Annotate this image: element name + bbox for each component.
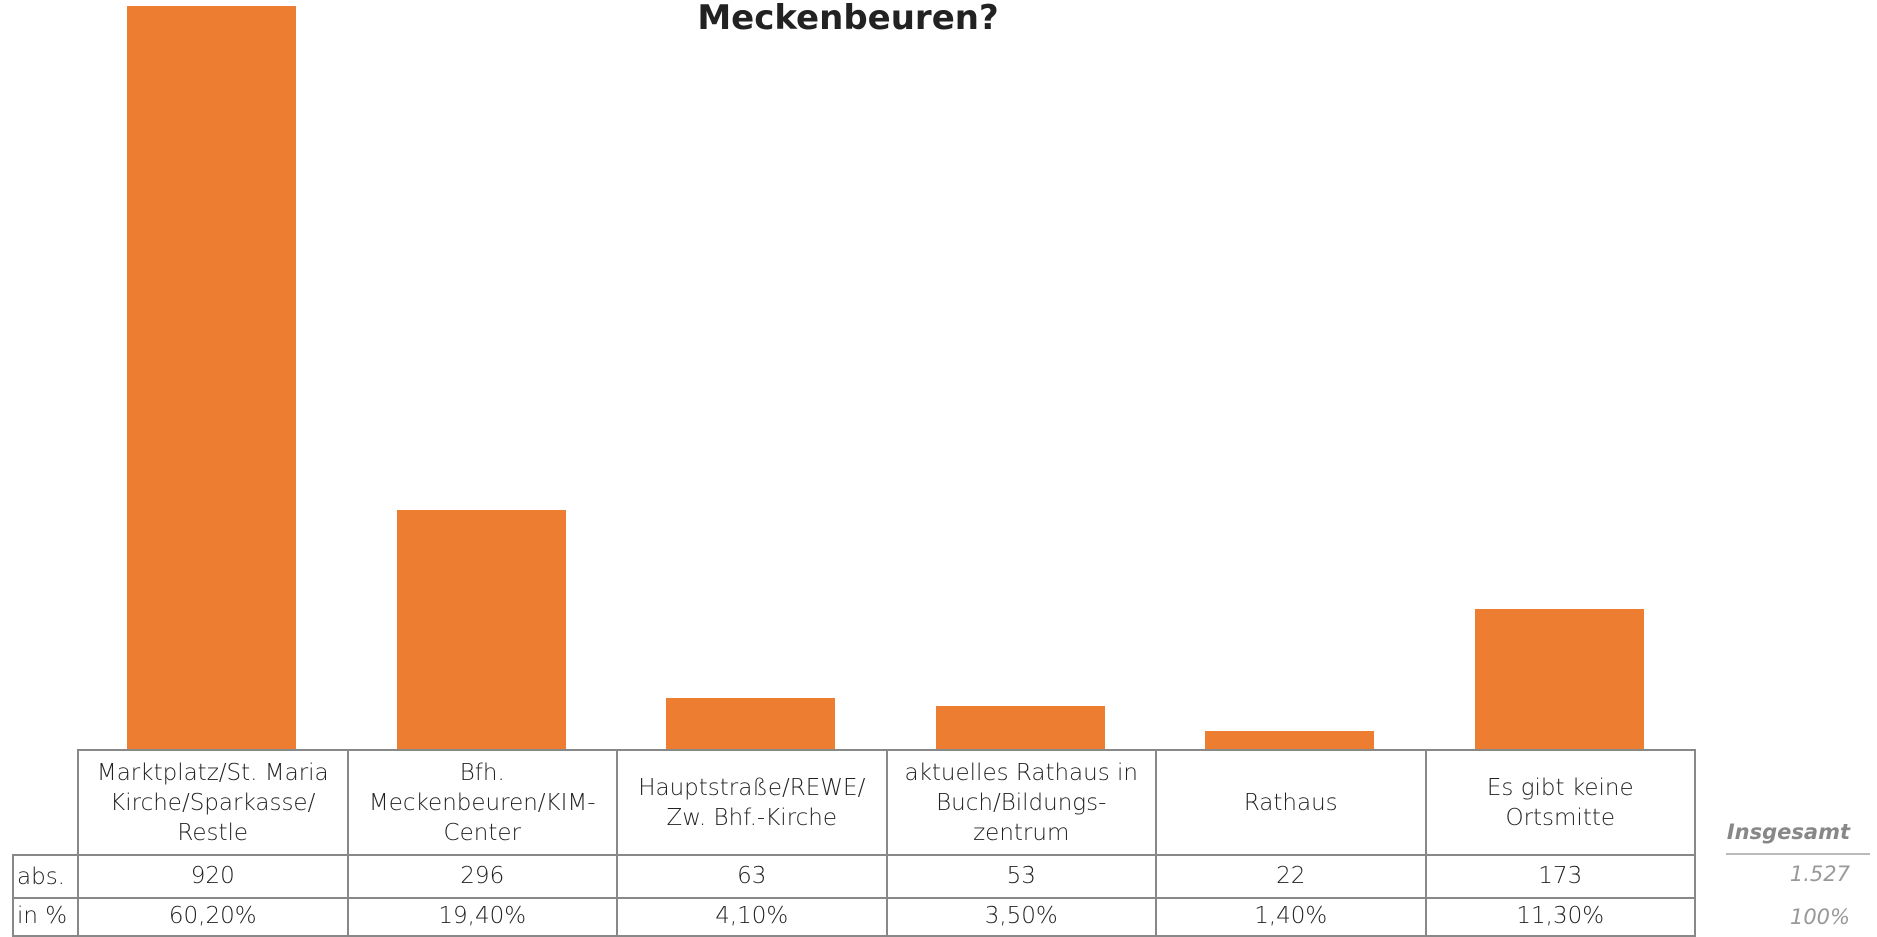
total-value: 1.527: [1789, 862, 1850, 886]
table-value: 60,20%: [77, 897, 349, 937]
total-rule: [1726, 853, 1870, 855]
row-label: abs.: [12, 854, 79, 899]
table-value: 19,40%: [346, 897, 618, 937]
table-value: 3,50%: [885, 897, 1157, 937]
table-value: 63: [616, 854, 888, 899]
category-label: Hauptstraße/REWE/ Zw. Bhf.-Kirche: [616, 749, 888, 856]
category-label: Bfh. Meckenbeuren/KIM-Center: [346, 749, 618, 856]
category-label: Es gibt keine Ortsmitte: [1424, 749, 1696, 856]
table-value: 22: [1155, 854, 1427, 899]
chart-title: Meckenbeuren?: [697, 0, 999, 38]
bar: [396, 509, 566, 749]
bar: [1474, 609, 1644, 749]
total-value: 100%: [1789, 905, 1850, 929]
total-title: Insgesamt: [1726, 820, 1850, 844]
category-label: aktuelles Rathaus in Buch/Bildungs-zentr…: [885, 749, 1157, 856]
bar: [935, 706, 1105, 749]
table-value: 173: [1424, 854, 1696, 899]
table-value: 53: [885, 854, 1157, 899]
table-value: 11,30%: [1424, 897, 1696, 937]
table-value: 1,40%: [1155, 897, 1427, 937]
table-value: 4,10%: [616, 897, 888, 937]
category-label: Marktplatz/St. Maria Kirche/Sparkasse/ R…: [77, 749, 349, 856]
bar: [127, 6, 297, 749]
row-label: in %: [12, 897, 79, 937]
bar: [1205, 731, 1375, 749]
table-value: 296: [346, 854, 618, 899]
category-label: Rathaus: [1155, 749, 1427, 856]
table-value: 920: [77, 854, 349, 899]
bar: [666, 698, 836, 749]
